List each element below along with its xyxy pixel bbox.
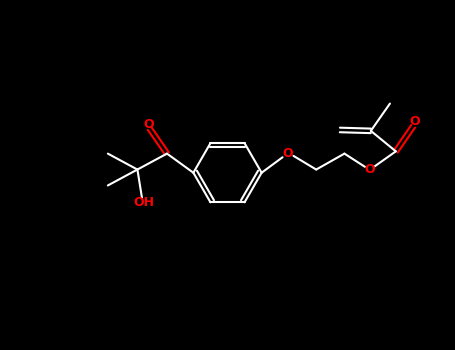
Text: O: O <box>143 118 154 131</box>
Text: O: O <box>364 163 375 176</box>
Text: OH: OH <box>134 196 155 209</box>
Text: O: O <box>283 147 293 160</box>
Text: O: O <box>409 115 420 128</box>
